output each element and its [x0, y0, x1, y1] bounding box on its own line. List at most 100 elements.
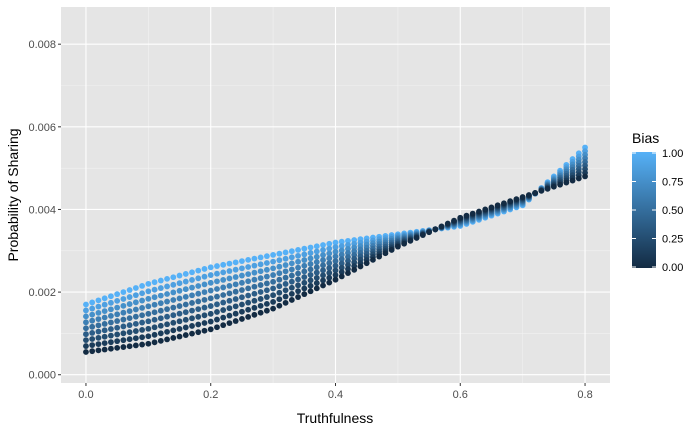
- scatter-point: [182, 301, 189, 308]
- scatter-point: [170, 304, 177, 311]
- x-tick-label: 0.4: [328, 389, 343, 401]
- scatter-point: [195, 298, 202, 305]
- scatter-point: [282, 255, 289, 262]
- scatter-point: [363, 260, 370, 267]
- scatter-point: [438, 223, 445, 230]
- scatter-point: [332, 262, 339, 269]
- scatter-point: [170, 289, 177, 296]
- legend-title: Bias: [632, 130, 659, 146]
- scatter-point: [195, 290, 202, 297]
- scatter-point: [108, 332, 114, 339]
- scatter-point: [83, 313, 89, 320]
- scatter-point: [83, 319, 89, 326]
- scatter-point: [257, 275, 264, 282]
- x-tick-label: 0.0: [78, 389, 93, 401]
- scatter-point: [301, 291, 308, 298]
- y-tick-label: 0.008: [28, 39, 56, 51]
- y-tick-label: 0.002: [28, 287, 56, 299]
- scatter-point: [332, 248, 339, 255]
- scatter-point: [419, 232, 426, 238]
- scatter-point: [345, 246, 351, 252]
- scatter-point: [145, 280, 152, 287]
- scatter-point: [83, 349, 89, 355]
- scatter-point: [301, 251, 308, 258]
- scatter-point: [151, 309, 158, 316]
- scatter-point: [282, 268, 289, 275]
- scatter-point: [114, 338, 121, 345]
- scatter-point: [276, 296, 283, 303]
- scatter-point: [83, 331, 89, 338]
- scatter-point: [170, 335, 177, 341]
- scatter-point: [345, 270, 351, 276]
- scatter-point: [170, 274, 177, 281]
- scatter-point: [295, 247, 301, 253]
- scatter-point: [214, 293, 220, 300]
- y-axis: 0.000 0.002 0.004 0.006 0.008: [28, 39, 61, 382]
- scatter-point: [95, 316, 102, 323]
- scatter-point: [301, 279, 308, 286]
- scatter-point: [132, 320, 139, 327]
- scatter-point: [345, 250, 351, 256]
- scatter-point: [282, 293, 289, 300]
- scatter-point: [326, 274, 333, 281]
- scatter-point: [338, 243, 345, 249]
- scatter-point: [207, 264, 214, 271]
- scatter-point: [182, 278, 189, 285]
- scatter-point: [444, 220, 451, 227]
- scatter-point: [226, 312, 233, 319]
- scatter-point: [132, 285, 139, 291]
- scatter-point: [326, 240, 333, 247]
- scatter-point: [89, 311, 96, 318]
- scatter-point: [295, 294, 301, 300]
- scatter-point: [232, 303, 239, 310]
- scatter-point: [307, 288, 314, 295]
- scatter-point: [157, 292, 164, 299]
- scatter-point: [189, 277, 195, 283]
- scatter-point: [519, 194, 526, 200]
- scatter-point: [276, 250, 283, 257]
- scatter-point: [226, 283, 233, 289]
- scatter-point: [176, 326, 183, 332]
- scatter-point: [276, 257, 283, 264]
- scatter-point: [295, 258, 301, 265]
- scatter-point: [538, 187, 545, 194]
- scatter-point: [257, 268, 264, 275]
- scatter-point: [282, 262, 289, 268]
- scatter-point: [220, 277, 227, 283]
- scatter-point: [282, 287, 289, 294]
- scatter-point: [151, 324, 158, 331]
- scatter-point: [214, 309, 220, 315]
- scatter-point: [182, 316, 189, 323]
- scatter-point: [332, 244, 339, 251]
- scatter-point: [195, 329, 202, 336]
- x-tick-label: 0.8: [577, 389, 592, 401]
- scatter-point: [232, 310, 239, 317]
- scatter-point: [201, 304, 208, 311]
- scatter-point: [201, 273, 208, 280]
- scatter-point: [126, 287, 133, 293]
- scatter-point: [245, 285, 252, 292]
- scatter-point: [295, 270, 301, 277]
- scatter-point: [226, 260, 233, 267]
- scatter-point: [313, 253, 320, 260]
- scatter-point: [326, 269, 333, 276]
- scatter-point: [145, 310, 152, 317]
- scatter-point: [151, 316, 158, 323]
- scatter-point: [195, 306, 202, 312]
- scatter-point: [582, 173, 588, 180]
- scatter-point: [501, 200, 507, 207]
- scatter-point: [245, 306, 252, 313]
- scatter-point: [195, 275, 202, 282]
- scatter-point: [126, 315, 133, 322]
- scatter-point: [263, 253, 270, 260]
- scatter-point: [214, 263, 220, 269]
- scatter-point: [376, 253, 383, 260]
- x-axis-title: Truthfulness: [297, 410, 374, 426]
- scatter-point: [220, 284, 227, 291]
- scatter-point: [214, 270, 220, 277]
- scatter-point: [295, 252, 301, 259]
- scatter-point: [457, 214, 464, 221]
- scatter-point: [132, 313, 139, 320]
- scatter-point: [189, 330, 195, 337]
- scatter-point: [139, 297, 146, 304]
